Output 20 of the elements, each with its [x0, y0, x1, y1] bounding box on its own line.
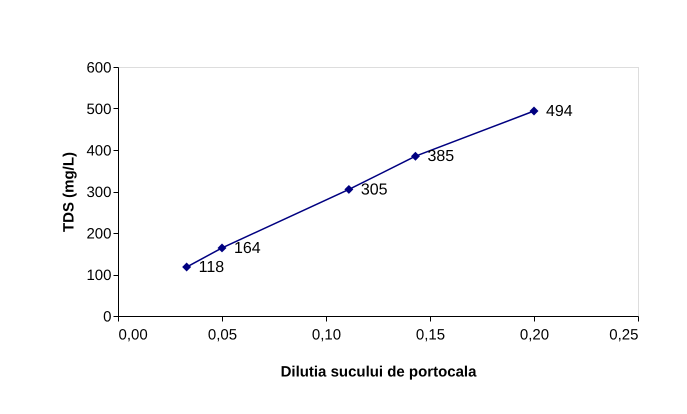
data-label: 164: [234, 240, 261, 257]
y-tick-label: 200: [86, 226, 112, 242]
y-axis-title: TDS (mg/L): [60, 152, 78, 232]
y-tick-label: 500: [86, 101, 112, 118]
y-tick-label: 100: [86, 267, 112, 284]
x-tick-label: 0,25: [609, 326, 638, 344]
y-tick-label: 400: [86, 142, 112, 160]
x-tick-label: 0,00: [118, 326, 148, 344]
y-tick-label: 300: [86, 184, 112, 201]
x-tick-label: 0,15: [416, 326, 446, 344]
x-tick-label: 0,20: [520, 326, 550, 344]
data-label: 118: [198, 259, 224, 276]
y-tick-label: 600: [86, 60, 112, 76]
x-axis-title: Dilutia sucului de portocala: [280, 364, 478, 380]
data-label: 385: [427, 148, 454, 166]
x-tick-label: 0,05: [208, 326, 238, 344]
data-label: 305: [360, 181, 388, 198]
y-tick-label: 0: [103, 308, 112, 326]
x-tick-label: 0,10: [312, 326, 342, 344]
data-label: 494: [546, 102, 573, 120]
